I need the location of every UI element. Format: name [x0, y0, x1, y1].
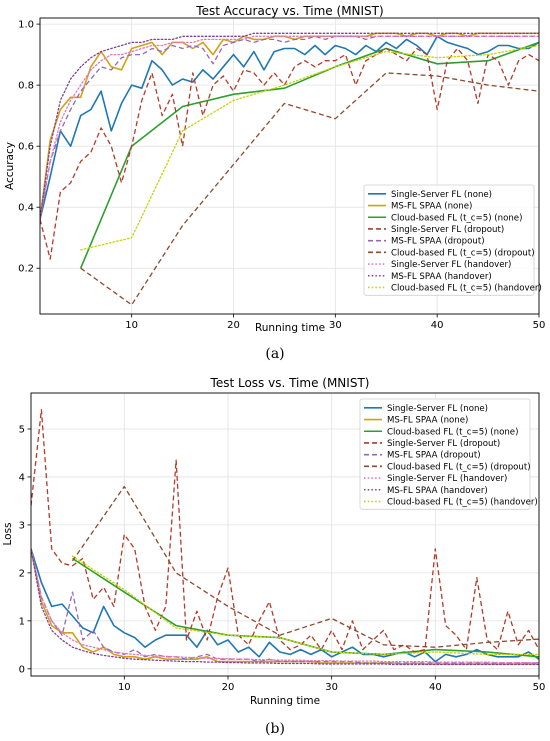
accuracy-chart-title: Test Accuracy vs. Time (MNIST)	[195, 4, 383, 18]
accuracy-legend-label: MS-FL SPAA (dropout)	[391, 237, 485, 247]
accuracy-series-single-server-fl-handover	[40, 35, 539, 221]
loss-series-single-server-fl-none	[31, 548, 539, 663]
accuracy-x-tick-label: 30	[329, 320, 342, 331]
loss-y-tick-label: 4	[19, 472, 25, 483]
loss-y-tick-label: 0	[19, 664, 25, 675]
loss-x-tick-label: 20	[222, 682, 235, 693]
caption-a: (a)	[265, 346, 284, 362]
loss-legend-label: MS-FL SPAA (dropout)	[387, 451, 481, 461]
loss-x-tick-label: 50	[533, 682, 546, 693]
accuracy-legend-label: MS-FL SPAA (handover)	[391, 272, 492, 282]
loss-x-tick-label: 40	[429, 682, 442, 693]
loss-plot-frame	[30, 392, 540, 677]
loss-series-single-server-fl-handover	[31, 548, 539, 664]
accuracy-x-tick-label: 40	[431, 320, 444, 331]
loss-legend-box	[359, 398, 531, 510]
accuracy-legend-label: Single-Server FL (dropout)	[391, 225, 504, 235]
accuracy-legend-label: Cloud-based FL (t_c=5) (dropout)	[391, 248, 535, 258]
loss-legend-label: Cloud-based FL (t_c=5) (handover)	[387, 497, 538, 507]
loss-legend-label: Single-Server FL (none)	[387, 404, 488, 414]
accuracy-x-tick-label: 50	[533, 320, 546, 331]
loss-legend-label: MS-FL SPAA (none)	[387, 416, 468, 426]
loss-series-single-server-fl-dropout	[31, 409, 539, 653]
loss-y-tick-label: 5	[19, 424, 25, 435]
accuracy-legend-box	[363, 184, 535, 296]
accuracy-legend-label: Single-Server FL (handover)	[391, 260, 511, 270]
accuracy-x-tick-label: 20	[227, 320, 240, 331]
loss-y-tick-label: 3	[19, 520, 25, 531]
accuracy-series-single-server-fl-none	[40, 35, 539, 220]
accuracy-y-tick-label: 0.2	[18, 264, 34, 275]
accuracy-legend-label: Cloud-based FL (t_c=5) (handover)	[391, 283, 542, 293]
loss-legend-label: Cloud-based FL (t_c=5) (dropout)	[387, 462, 531, 472]
accuracy-y-tick-label: 0.6	[18, 142, 34, 153]
loss-x-tick-label: 30	[325, 682, 338, 693]
loss-y-axis-label: Loss	[2, 522, 14, 545]
loss-legend-label: Single-Server FL (handover)	[387, 474, 507, 484]
accuracy-y-tick-label: 1.0	[18, 20, 34, 31]
accuracy-legend-label: MS-FL SPAA (none)	[391, 202, 472, 212]
loss-y-tick-label: 2	[19, 568, 25, 579]
loss-chart: Test Loss vs. Time (MNIST) 10 20 30 40 50 0 1 2…	[2, 376, 545, 707]
accuracy-y-tick-label: 0.4	[18, 203, 34, 214]
accuracy-x-tick-label: 10	[125, 320, 138, 331]
loss-series-cloud-based-fl-t-c-5-dropout	[71, 485, 539, 648]
loss-y-tick-label: 1	[19, 616, 25, 627]
accuracy-y-axis-label: Accuracy	[4, 142, 16, 190]
accuracy-legend-label: Single-Server FL (none)	[391, 190, 492, 200]
accuracy-series-cloud-based-fl-t-c-5-dropout	[80, 72, 539, 306]
accuracy-x-axis-label: Running time	[255, 322, 325, 334]
loss-series-ms-fl-spaa-none	[31, 548, 539, 665]
loss-legend-label: Cloud-based FL (t_c=5) (none)	[387, 427, 518, 437]
loss-legend-label: MS-FL SPAA (handover)	[387, 486, 488, 496]
loss-series-ms-fl-spaa-handover	[31, 548, 539, 666]
loss-x-tick-label: 10	[118, 682, 131, 693]
accuracy-series-ms-fl-spaa-handover	[40, 32, 539, 221]
accuracy-series-cloud-based-fl-t-c-5-handover	[80, 44, 539, 251]
loss-series-ms-fl-spaa-dropout	[31, 548, 539, 664]
accuracy-series-cloud-based-fl-t-c-5-none	[79, 41, 539, 269]
loss-series-cloud-based-fl-t-c-5-handover	[71, 555, 539, 656]
accuracy-chart: Test Accuracy vs. Time (MNIST) 10 20 30 40 5…	[4, 4, 545, 334]
loss-x-axis-label: Running time	[250, 695, 320, 707]
accuracy-series-ms-fl-spaa-dropout	[40, 35, 539, 220]
accuracy-series-single-server-fl-dropout	[40, 47, 539, 260]
accuracy-plot-frame	[39, 17, 540, 315]
caption-b: (b)	[265, 721, 285, 737]
accuracy-legend-label: Cloud-based FL (t_c=5) (none)	[391, 213, 522, 223]
loss-chart-title: Test Loss vs. Time (MNIST)	[210, 376, 370, 390]
loss-legend-label: Single-Server FL (dropout)	[387, 439, 500, 449]
accuracy-y-tick-label: 0.8	[18, 81, 34, 92]
